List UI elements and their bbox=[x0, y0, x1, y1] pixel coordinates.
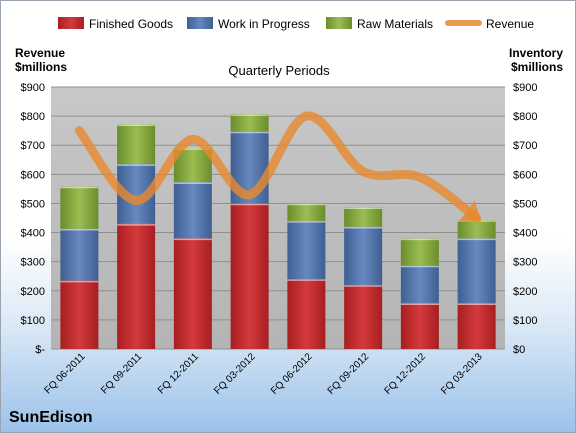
bar-work-in-progress bbox=[173, 182, 212, 239]
x-tick-label: FQ 06-2012 bbox=[269, 351, 315, 397]
right-tick-label: $400 bbox=[513, 228, 537, 240]
bar-raw-materials bbox=[344, 207, 383, 227]
right-tick-label: $200 bbox=[513, 286, 537, 298]
x-tick-label: FQ 12-2011 bbox=[156, 351, 201, 396]
right-tick-label: $700 bbox=[513, 140, 537, 152]
x-tick-label: FQ 12-2012 bbox=[382, 351, 428, 397]
right-tick-label: $500 bbox=[513, 198, 537, 210]
x-tick-label: FQ 03-2012 bbox=[212, 351, 258, 397]
legend-label-finished-goods: Finished Goods bbox=[89, 17, 173, 31]
left-tick-label: $- bbox=[35, 344, 45, 356]
right-axis-title-line1: Inventory bbox=[509, 46, 563, 60]
bar-finished-goods bbox=[400, 303, 439, 349]
x-tick-label: FQ 09-2012 bbox=[326, 351, 372, 397]
bar-work-in-progress bbox=[344, 226, 383, 285]
right-tick-label: $600 bbox=[513, 169, 537, 181]
bar-finished-goods bbox=[287, 279, 326, 349]
right-axis-ticks: $0 $100 $200 $300 $400 $500 $600 $700 $800 $900 bbox=[513, 82, 537, 356]
legend: Finished Goods Work in Progress Raw Mate… bbox=[58, 17, 534, 31]
x-tick-label: FQ 09-2011 bbox=[99, 351, 144, 396]
bar-raw-materials bbox=[60, 186, 99, 229]
left-tick-label: $500 bbox=[21, 198, 45, 210]
revenue-line bbox=[74, 111, 482, 223]
chart-title: Quarterly Periods bbox=[228, 63, 330, 78]
left-tick-label: $600 bbox=[21, 169, 45, 181]
bar-work-in-progress bbox=[457, 238, 496, 304]
left-axis-title-line2: $millions bbox=[15, 60, 67, 74]
revenue-arrowhead bbox=[459, 200, 482, 222]
left-tick-label: $300 bbox=[21, 257, 45, 269]
right-axis-title-line2: $millions bbox=[511, 60, 563, 74]
bar-finished-goods bbox=[344, 284, 383, 349]
left-tick-label: $400 bbox=[21, 228, 45, 240]
x-axis-labels: FQ 06-2011 FQ 09-2011 FQ 12-2011 FQ 03-2012… bbox=[43, 351, 486, 397]
bar-raw-materials bbox=[287, 203, 326, 221]
bar-work-in-progress bbox=[60, 228, 99, 281]
right-tick-label: $100 bbox=[513, 315, 537, 327]
right-tick-label: $0 bbox=[513, 344, 525, 356]
legend-label-work-in-progress: Work in Progress bbox=[218, 17, 310, 31]
right-tick-label: $800 bbox=[513, 111, 537, 123]
left-tick-label: $800 bbox=[21, 111, 45, 123]
legend-swatch-work-in-progress bbox=[187, 17, 213, 29]
bar-work-in-progress bbox=[400, 265, 439, 304]
legend-swatch-finished-goods bbox=[58, 17, 84, 29]
bar-raw-materials bbox=[457, 220, 496, 239]
right-tick-label: $900 bbox=[513, 82, 537, 94]
left-axis-title-line1: Revenue bbox=[15, 46, 65, 60]
legend-swatch-raw-materials bbox=[326, 17, 352, 29]
x-tick-label: FQ 06-2011 bbox=[43, 351, 88, 396]
bar-raw-materials bbox=[117, 124, 156, 165]
bar-finished-goods bbox=[117, 223, 156, 349]
revenue-line-path bbox=[74, 111, 482, 223]
left-tick-label: $700 bbox=[21, 140, 45, 152]
company-name: SunEdison bbox=[9, 409, 93, 426]
left-axis-ticks: $- $100 $200 $300 $400 $500 $600 $700 $800 $900 bbox=[21, 82, 46, 356]
left-tick-label: $200 bbox=[21, 286, 45, 298]
left-tick-label: $100 bbox=[21, 315, 45, 327]
left-tick-label: $900 bbox=[21, 82, 45, 94]
bar-finished-goods bbox=[173, 238, 212, 349]
bar-work-in-progress bbox=[287, 220, 326, 280]
legend-label-revenue: Revenue bbox=[486, 17, 534, 31]
bar-raw-materials bbox=[400, 238, 439, 266]
bar-finished-goods bbox=[457, 303, 496, 349]
bar-finished-goods bbox=[60, 280, 99, 349]
bar-series bbox=[60, 114, 496, 349]
bar-finished-goods bbox=[230, 203, 269, 349]
legend-label-raw-materials: Raw Materials bbox=[357, 17, 433, 31]
bar-raw-materials bbox=[230, 114, 269, 132]
right-tick-label: $300 bbox=[513, 257, 537, 269]
x-tick-label: FQ 03-2013 bbox=[439, 351, 485, 397]
